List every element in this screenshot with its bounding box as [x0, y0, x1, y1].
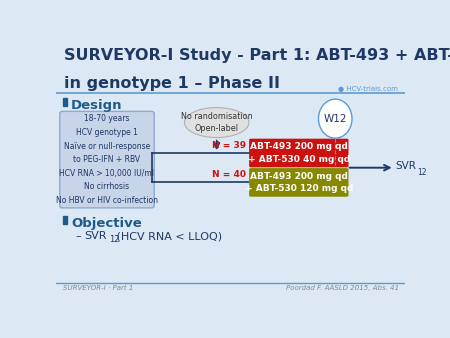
- FancyBboxPatch shape: [249, 139, 348, 167]
- Text: N = 40: N = 40: [212, 170, 246, 179]
- FancyBboxPatch shape: [249, 168, 348, 197]
- Text: 18-70 years
HCV genotype 1
Naïve or null-response
to PEG-IFN + RBV
HCV RNA > 10,: 18-70 years HCV genotype 1 Naïve or null…: [56, 115, 158, 205]
- Text: SURVEYOR-I Study - Part 1: ABT-493 + ABT-530: SURVEYOR-I Study - Part 1: ABT-493 + ABT…: [64, 48, 450, 63]
- Text: –: –: [76, 231, 81, 241]
- Ellipse shape: [319, 99, 352, 138]
- Text: ABT-493 200 mg qd
+ ABT-530 120 mg qd: ABT-493 200 mg qd + ABT-530 120 mg qd: [245, 172, 353, 193]
- Text: W12: W12: [324, 114, 347, 124]
- Text: Objective: Objective: [71, 217, 142, 230]
- Text: Poordad F. AASLD 2015, Abs. 41: Poordad F. AASLD 2015, Abs. 41: [286, 285, 399, 291]
- Bar: [63, 98, 68, 106]
- Text: 12: 12: [109, 235, 120, 244]
- Text: in genotype 1 – Phase II: in genotype 1 – Phase II: [64, 76, 280, 91]
- Text: SURVEYOR-I · Part 1: SURVEYOR-I · Part 1: [63, 285, 133, 291]
- FancyBboxPatch shape: [60, 111, 154, 208]
- Text: ● HCV-trials.com: ● HCV-trials.com: [338, 86, 398, 92]
- Text: SVR: SVR: [84, 231, 107, 241]
- Text: SVR: SVR: [396, 162, 416, 171]
- Ellipse shape: [184, 107, 249, 138]
- Text: ABT-493 200 mg qd
+ ABT-530 40 mg qd: ABT-493 200 mg qd + ABT-530 40 mg qd: [248, 142, 350, 164]
- Text: Design: Design: [71, 99, 122, 112]
- Text: (HCV RNA < LLOQ): (HCV RNA < LLOQ): [113, 231, 222, 241]
- Text: 12: 12: [417, 168, 427, 177]
- Bar: [63, 216, 68, 224]
- Text: N = 39: N = 39: [212, 141, 246, 150]
- Text: No randomisation
Open-label: No randomisation Open-label: [181, 112, 252, 133]
